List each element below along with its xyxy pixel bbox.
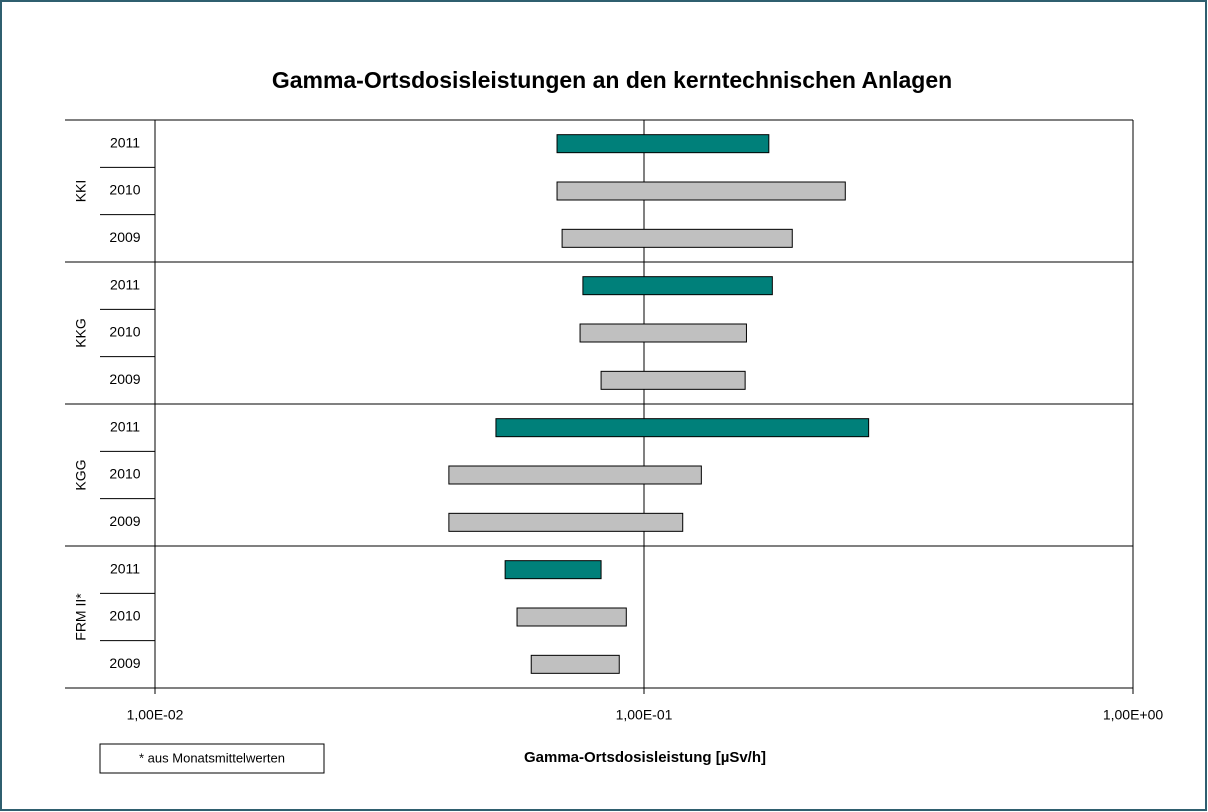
range-bar <box>579 323 747 343</box>
range-bar <box>582 276 773 296</box>
row-label: 2010 <box>109 182 140 198</box>
row-label: 2011 <box>110 560 140 576</box>
row-label: 2011 <box>110 276 140 292</box>
group-label: KKG <box>73 318 89 348</box>
row-label: 2010 <box>109 466 140 482</box>
note: * aus Monatsmittelwerten <box>139 750 285 765</box>
range-bar <box>448 465 702 485</box>
row-label: 2009 <box>109 513 140 529</box>
range-bar <box>556 181 846 201</box>
x-tick-label: 1,00E+00 <box>1103 707 1164 723</box>
row-label: 2010 <box>109 608 140 624</box>
row-label: 2010 <box>109 324 140 340</box>
group-label: KGG <box>73 459 89 490</box>
range-bar <box>530 654 620 674</box>
range-bar <box>504 560 602 580</box>
row-label: 2009 <box>109 229 140 245</box>
range-bar <box>448 512 684 532</box>
row-label: 2011 <box>110 134 140 150</box>
group-label: FRM II* <box>73 593 89 641</box>
note-box <box>99 743 325 774</box>
range-bar <box>600 370 746 390</box>
chart-title: Gamma-Ortsdosisleistungen an den kerntec… <box>272 67 952 93</box>
range-bar <box>556 134 770 154</box>
x-tick-label: 1,00E-02 <box>127 707 184 723</box>
row-label: 2011 <box>110 418 140 434</box>
row-label: 2009 <box>109 371 140 387</box>
range-bar <box>516 607 627 627</box>
range-bar <box>561 228 793 248</box>
x-tick-label: 1,00E-01 <box>616 707 673 723</box>
row-label: 2009 <box>109 655 140 671</box>
x-axis-title: Gamma-Ortsdosisleistung [µSv/h] <box>524 749 766 766</box>
range-bar <box>495 418 870 438</box>
group-label: KKI <box>73 180 89 203</box>
